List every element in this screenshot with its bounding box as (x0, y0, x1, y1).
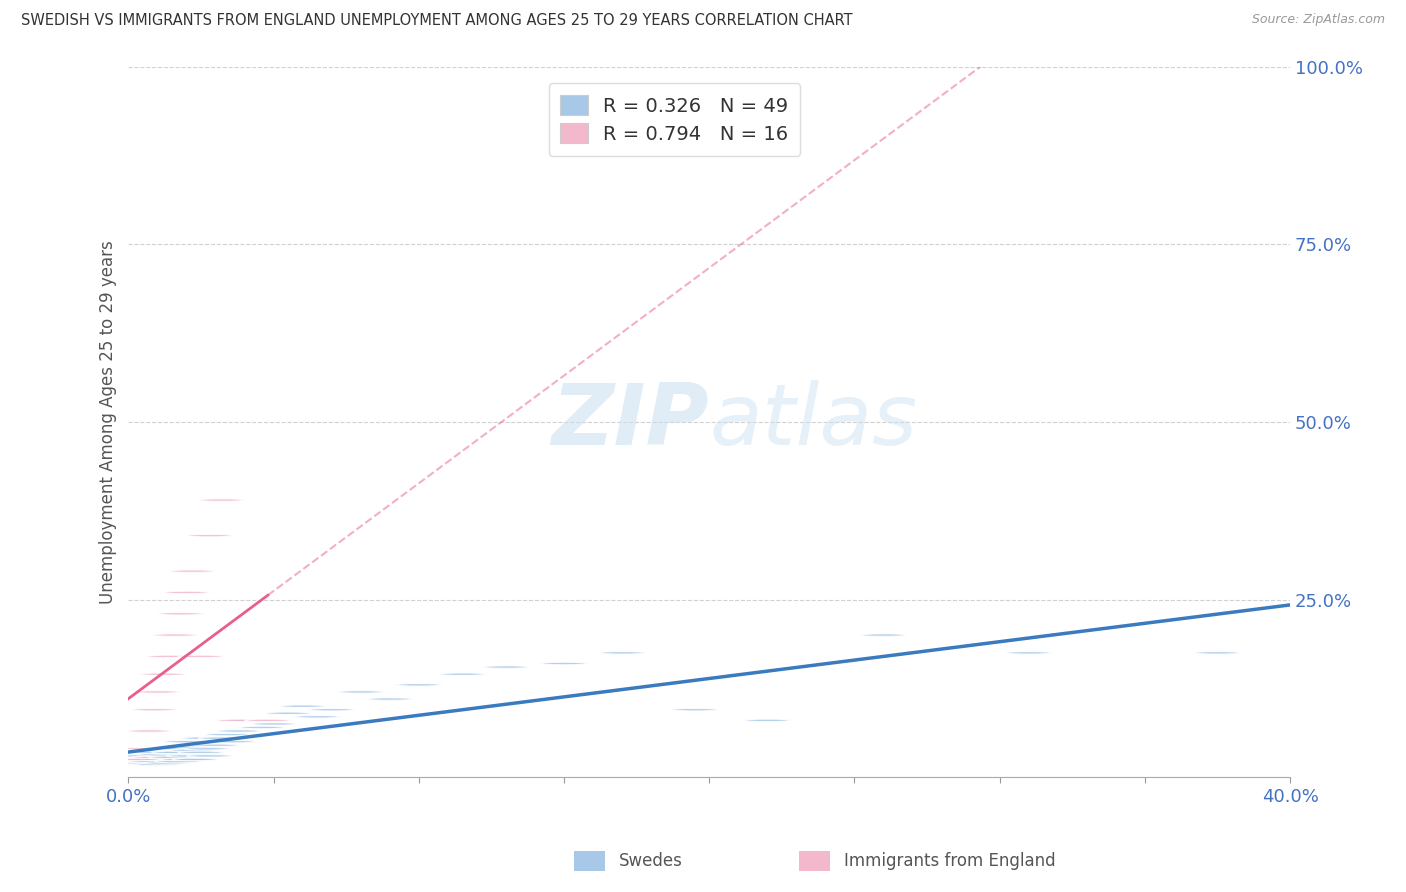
Ellipse shape (1005, 652, 1052, 654)
Ellipse shape (482, 665, 529, 668)
Ellipse shape (114, 758, 160, 761)
Ellipse shape (141, 673, 187, 675)
Ellipse shape (198, 499, 245, 501)
Ellipse shape (215, 730, 262, 732)
Ellipse shape (215, 719, 262, 722)
Ellipse shape (204, 733, 250, 736)
Ellipse shape (395, 683, 441, 686)
Ellipse shape (239, 726, 285, 729)
Ellipse shape (599, 652, 645, 654)
Ellipse shape (228, 719, 274, 722)
Ellipse shape (198, 737, 245, 739)
Ellipse shape (187, 534, 233, 537)
Ellipse shape (157, 747, 204, 750)
Ellipse shape (187, 755, 233, 757)
Text: atlas: atlas (709, 380, 917, 464)
Ellipse shape (337, 690, 384, 693)
Ellipse shape (135, 690, 181, 693)
Ellipse shape (172, 758, 218, 761)
Ellipse shape (367, 698, 413, 700)
Text: ZIP: ZIP (551, 380, 709, 464)
Ellipse shape (138, 753, 184, 756)
Ellipse shape (143, 762, 190, 764)
Ellipse shape (160, 758, 207, 761)
Ellipse shape (181, 737, 228, 739)
Ellipse shape (166, 755, 212, 757)
Ellipse shape (308, 708, 354, 711)
Ellipse shape (280, 705, 326, 707)
Ellipse shape (177, 656, 225, 657)
Ellipse shape (174, 746, 221, 748)
Ellipse shape (120, 747, 166, 750)
Text: Immigrants from England: Immigrants from England (844, 852, 1056, 870)
Ellipse shape (157, 613, 204, 615)
Ellipse shape (149, 756, 195, 758)
Ellipse shape (439, 673, 485, 675)
Ellipse shape (155, 760, 201, 763)
Ellipse shape (672, 708, 718, 711)
Ellipse shape (125, 758, 172, 761)
Y-axis label: Unemployment Among Ages 25 to 29 years: Unemployment Among Ages 25 to 29 years (100, 240, 117, 604)
Ellipse shape (131, 708, 177, 711)
Ellipse shape (146, 755, 193, 757)
Text: Swedes: Swedes (619, 852, 682, 870)
Ellipse shape (860, 634, 907, 636)
Ellipse shape (209, 740, 256, 743)
Ellipse shape (264, 712, 311, 714)
Ellipse shape (193, 744, 239, 747)
Ellipse shape (163, 740, 209, 743)
Ellipse shape (117, 755, 163, 757)
Ellipse shape (184, 747, 231, 750)
Ellipse shape (1194, 652, 1240, 654)
Ellipse shape (245, 719, 291, 722)
Ellipse shape (146, 656, 193, 657)
Ellipse shape (135, 751, 181, 754)
Ellipse shape (169, 749, 215, 751)
Ellipse shape (131, 756, 177, 758)
Text: Source: ZipAtlas.com: Source: ZipAtlas.com (1251, 13, 1385, 27)
Ellipse shape (744, 719, 790, 722)
Ellipse shape (169, 570, 215, 573)
Ellipse shape (122, 762, 169, 764)
Ellipse shape (152, 634, 198, 636)
Ellipse shape (541, 662, 588, 665)
Ellipse shape (152, 751, 198, 754)
Ellipse shape (294, 715, 340, 718)
Ellipse shape (128, 760, 174, 763)
Ellipse shape (177, 751, 225, 754)
Ellipse shape (125, 730, 172, 732)
Ellipse shape (141, 758, 187, 761)
Ellipse shape (135, 764, 181, 765)
Legend: R = 0.326   N = 49, R = 0.794   N = 16: R = 0.326 N = 49, R = 0.794 N = 16 (548, 84, 800, 155)
Text: SWEDISH VS IMMIGRANTS FROM ENGLAND UNEMPLOYMENT AMONG AGES 25 TO 29 YEARS CORREL: SWEDISH VS IMMIGRANTS FROM ENGLAND UNEMP… (21, 13, 852, 29)
Ellipse shape (163, 591, 209, 594)
Ellipse shape (250, 723, 297, 725)
